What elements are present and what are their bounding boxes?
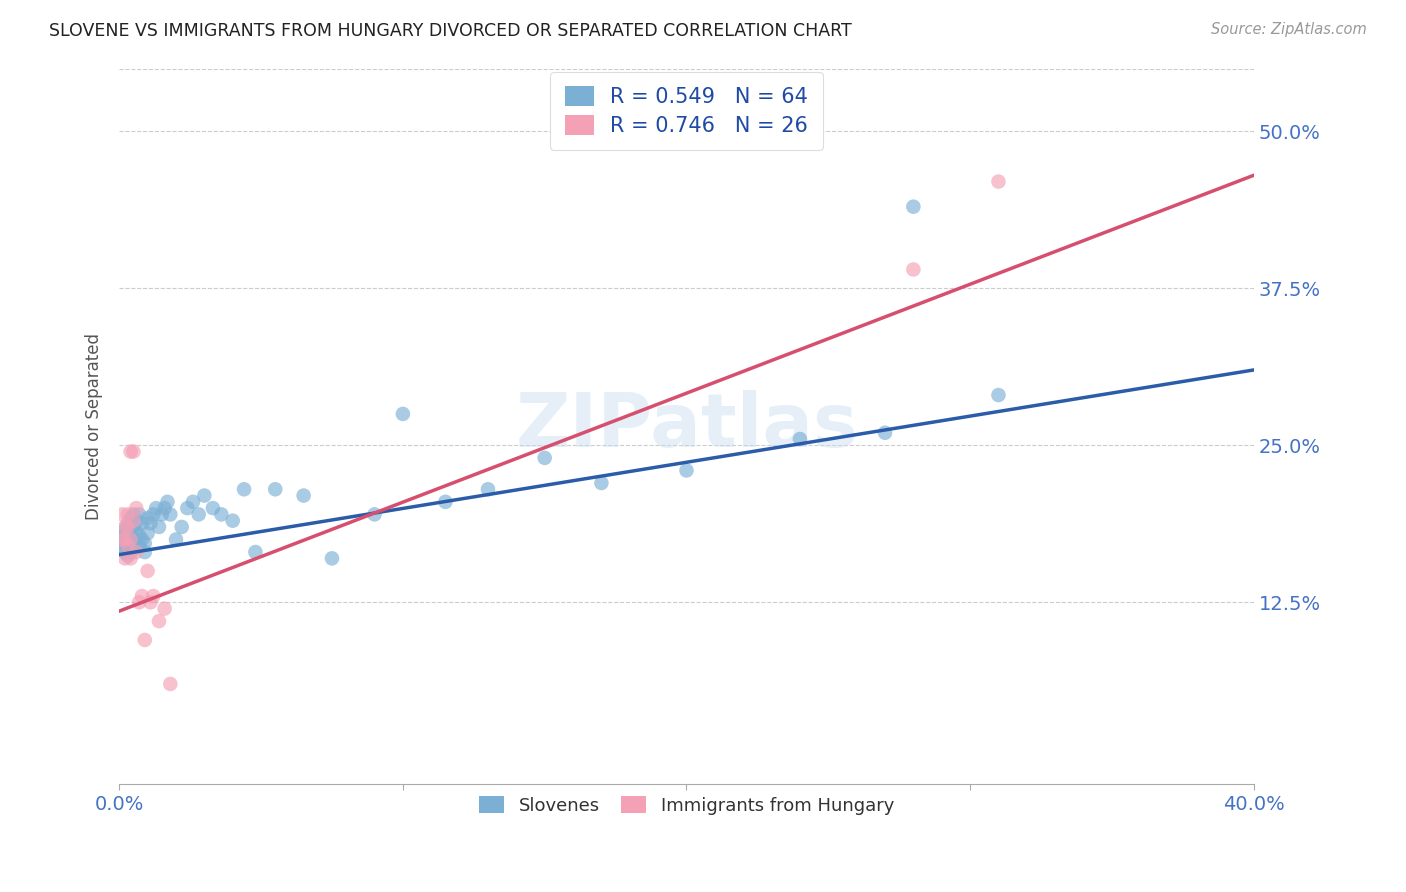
Point <box>111 526 134 541</box>
Point <box>245 545 267 559</box>
Legend: Slovenes, Immigrants from Hungary: Slovenes, Immigrants from Hungary <box>468 785 905 825</box>
Point <box>363 508 385 522</box>
Point <box>987 175 1010 189</box>
Point <box>117 531 139 545</box>
Point <box>114 520 136 534</box>
Point <box>125 545 148 559</box>
Point <box>142 508 165 522</box>
Point <box>128 529 150 543</box>
Point <box>134 536 156 550</box>
Point <box>159 677 181 691</box>
Point <box>120 444 142 458</box>
Point <box>120 545 142 559</box>
Point <box>114 545 136 559</box>
Point <box>128 508 150 522</box>
Point <box>903 200 925 214</box>
Point <box>134 545 156 559</box>
Point <box>139 516 162 531</box>
Point <box>114 529 136 543</box>
Point <box>125 536 148 550</box>
Text: SLOVENE VS IMMIGRANTS FROM HUNGARY DIVORCED OR SEPARATED CORRELATION CHART: SLOVENE VS IMMIGRANTS FROM HUNGARY DIVOR… <box>49 22 852 40</box>
Point <box>139 595 162 609</box>
Point <box>903 262 925 277</box>
Point <box>136 526 159 541</box>
Point <box>156 495 179 509</box>
Point <box>591 475 613 490</box>
Point <box>153 601 176 615</box>
Point <box>117 516 139 531</box>
Point <box>392 407 415 421</box>
Point <box>264 483 287 497</box>
Text: Source: ZipAtlas.com: Source: ZipAtlas.com <box>1211 22 1367 37</box>
Point <box>120 551 142 566</box>
Point <box>148 614 170 628</box>
Point <box>136 511 159 525</box>
Point <box>114 523 136 537</box>
Point <box>153 501 176 516</box>
Point <box>114 533 136 547</box>
Point <box>145 501 167 516</box>
Point <box>111 508 134 522</box>
Point <box>987 388 1010 402</box>
Point <box>122 541 145 556</box>
Point <box>111 541 134 556</box>
Point <box>111 533 134 547</box>
Point <box>159 508 181 522</box>
Point <box>222 514 245 528</box>
Point <box>434 495 457 509</box>
Point <box>120 533 142 547</box>
Point <box>122 533 145 547</box>
Point <box>122 514 145 528</box>
Point <box>789 432 811 446</box>
Point <box>128 539 150 553</box>
Point <box>111 533 134 547</box>
Point <box>675 463 697 477</box>
Point <box>114 536 136 550</box>
Point <box>125 501 148 516</box>
Point <box>209 508 232 522</box>
Point <box>142 589 165 603</box>
Point <box>114 551 136 566</box>
Point <box>136 564 159 578</box>
Point <box>125 516 148 531</box>
Point <box>533 450 555 465</box>
Point <box>321 551 343 566</box>
Point <box>131 589 153 603</box>
Point <box>117 539 139 553</box>
Point <box>117 549 139 563</box>
Point <box>134 632 156 647</box>
Point <box>122 520 145 534</box>
Point <box>122 508 145 522</box>
Point <box>170 520 193 534</box>
Point <box>150 508 173 522</box>
Point <box>120 535 142 549</box>
Text: ZIPatlas: ZIPatlas <box>515 390 858 463</box>
Point <box>117 539 139 553</box>
Point <box>477 483 499 497</box>
Point <box>117 520 139 534</box>
Point <box>292 489 315 503</box>
Point <box>873 425 896 440</box>
Point <box>122 444 145 458</box>
Point <box>176 501 198 516</box>
Point <box>201 501 224 516</box>
Point <box>131 516 153 531</box>
Point <box>193 489 215 503</box>
Point <box>181 495 204 509</box>
Point <box>187 508 209 522</box>
Point <box>120 526 142 541</box>
Point <box>233 483 256 497</box>
Point <box>120 511 142 525</box>
Y-axis label: Divorced or Separated: Divorced or Separated <box>86 333 103 520</box>
Point <box>125 526 148 541</box>
Point <box>131 533 153 547</box>
Point <box>117 508 139 522</box>
Point <box>165 533 187 547</box>
Point <box>148 520 170 534</box>
Point <box>128 595 150 609</box>
